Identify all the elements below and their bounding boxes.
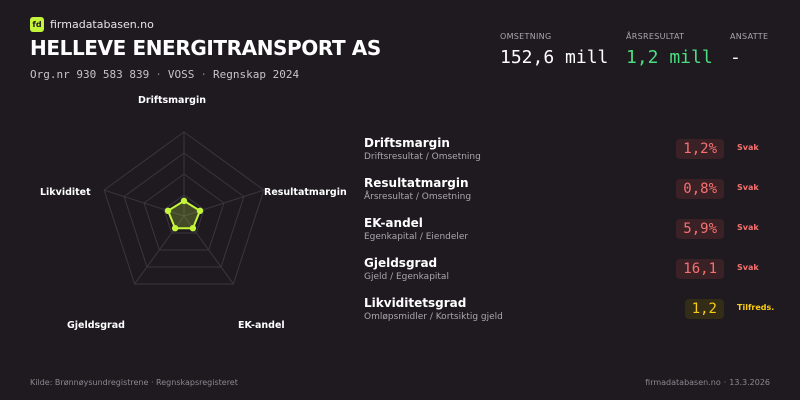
metric-row-resultatmargin[interactable]: Resultatmargin Årsresultat / Omsetning 0… (364, 176, 784, 216)
radar-shape (164, 197, 204, 232)
radar-ring-4 (163, 194, 205, 234)
company-meta: Org.nr 930 583 839 · VOSS · Regnskap 2024 (30, 68, 299, 81)
metric-formula: Egenkapital / Eiendeler (364, 232, 469, 242)
metric-status: Tilfreds. (737, 303, 775, 312)
radar-ring-1 (103, 131, 265, 285)
metric-value-badge: 0,8% (676, 179, 724, 199)
metric-status: Svak (737, 223, 759, 232)
separator-dot: · (200, 68, 207, 81)
company-location: VOSS (167, 68, 195, 81)
radar-label-driftsmargin: Driftsmargin (138, 95, 206, 106)
metric-status: Svak (737, 143, 759, 152)
kpi-revenue: OMSETNING 152,6 mill (500, 32, 608, 68)
metric-status: Svak (737, 263, 759, 272)
metric-name: Gjeldsgrad (364, 256, 438, 270)
radar-label-resultatmargin: Resultatmargin (264, 187, 347, 198)
radar-ring-3 (143, 173, 225, 251)
footer-source: Kilde: Brønnøysundregistrene · Regnskaps… (30, 378, 238, 387)
metric-row-likviditetsgrad[interactable]: Likviditetsgrad Omløpsmidler / Kortsikti… (364, 296, 784, 336)
metric-value-badge: 1,2% (676, 139, 724, 159)
radar-chart: Driftsmargin Resultatmargin EK-andel Gje… (0, 90, 360, 350)
metric-status: Svak (737, 183, 759, 192)
radar-point-likviditet (164, 207, 172, 215)
report-year: Regnskap 2024 (212, 68, 300, 81)
footer-date: 13.3.2026 (729, 378, 770, 387)
radar-label-gjeldsgrad: Gjeldsgrad (67, 320, 125, 331)
metric-value-badge: 1,2 (684, 299, 724, 319)
metric-row-gjeldsgrad[interactable]: Gjeldsgrad Gjeld / Egenkapital 16,1 Svak (364, 256, 784, 296)
radar-label-likviditet: Likviditet (40, 187, 91, 198)
metric-formula: Driftsresultat / Omsetning (364, 152, 481, 162)
metric-value-badge: 16,1 (676, 259, 724, 279)
metric-formula: Gjeld / Egenkapital (364, 272, 449, 282)
radar-point-driftsmargin (180, 197, 188, 205)
metric-row-driftsmargin[interactable]: Driftsmargin Driftsresultat / Omsetning … (364, 136, 784, 176)
metrics-list: Driftsmargin Driftsresultat / Omsetning … (364, 136, 784, 336)
kpi-revenue-value: 152,6 mill (500, 47, 609, 68)
radar-point-resultatmargin (196, 207, 204, 215)
footer-site[interactable]: firmadatabasen.no (645, 378, 721, 387)
radar-value-area (166, 199, 202, 230)
company-name: HELLEVE ENERGITRANSPORT AS (30, 36, 381, 60)
brand-name: firmadatabasen.no (50, 17, 154, 31)
metric-row-ek-andel[interactable]: EK-andel Egenkapital / Eiendeler 5,9% Sv… (364, 216, 784, 256)
brand-logo-icon: fd (30, 16, 44, 32)
footer-site-date: firmadatabasen.no · 13.3.2026 (645, 378, 770, 387)
org-number: Org.nr 930 583 839 (30, 68, 150, 81)
kpi-employees-value: - (730, 47, 741, 68)
radar-point-gjeldsgrad (171, 225, 179, 232)
radar-point-ek-andel (189, 225, 197, 232)
separator-dot: · (155, 68, 162, 81)
metric-name: Driftsmargin (364, 136, 450, 150)
metric-formula: Omløpsmidler / Kortsiktig gjeld (364, 312, 503, 322)
kpi-result-label: ÅRSRESULTAT (626, 32, 685, 41)
kpi-revenue-label: OMSETNING (500, 32, 552, 41)
separator-dot: · (723, 378, 727, 387)
radar-svg (103, 131, 265, 285)
metric-name: Likviditetsgrad (364, 296, 467, 310)
metric-name: Resultatmargin (364, 176, 469, 190)
brand[interactable]: fd firmadatabasen.no (30, 15, 154, 33)
kpi-employees: ANSATTE - (730, 32, 768, 68)
kpi-employees-label: ANSATTE (730, 32, 769, 41)
radar-label-ek-andel: EK-andel (238, 320, 285, 331)
metric-name: EK-andel (364, 216, 423, 230)
radar-ring-2 (123, 152, 245, 268)
metric-formula: Årsresultat / Omsetning (364, 192, 472, 202)
kpi-result: ÅRSRESULTAT 1,2 mill (626, 32, 713, 68)
kpi-result-value: 1,2 mill (626, 47, 713, 68)
metric-value-badge: 5,9% (676, 219, 724, 239)
